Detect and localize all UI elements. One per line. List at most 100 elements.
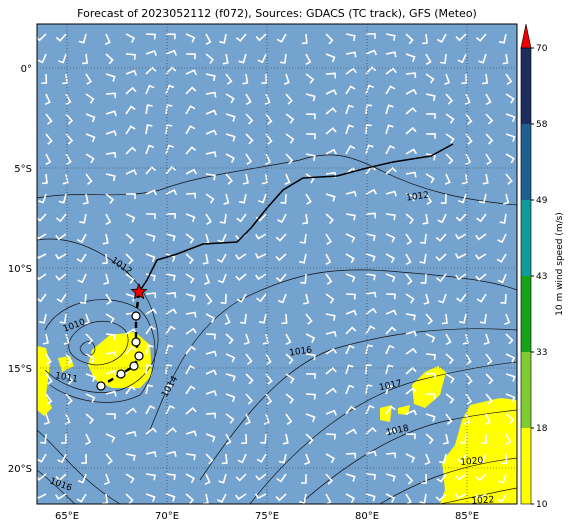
barb [104, 473, 111, 485]
barb [225, 113, 236, 122]
barb [365, 212, 377, 219]
barb [345, 51, 357, 58]
barb [405, 433, 416, 440]
barb [505, 413, 515, 424]
barb [105, 293, 113, 305]
barb [504, 313, 511, 325]
barb [242, 173, 249, 185]
barb [204, 273, 211, 285]
barb [325, 330, 337, 337]
colorbar-segment [521, 48, 531, 124]
barb [435, 493, 447, 502]
barb [105, 413, 116, 420]
barb [435, 253, 447, 262]
barb [265, 393, 273, 405]
barb [185, 406, 197, 415]
barb [55, 493, 67, 500]
barb [475, 233, 487, 241]
barb [482, 173, 489, 185]
isobar-label: 1016 [289, 345, 313, 358]
barb [125, 213, 136, 223]
barb [225, 173, 234, 185]
barb [505, 133, 516, 142]
barb [458, 193, 467, 204]
barb [105, 92, 117, 99]
isobar-label: 1022 [471, 495, 495, 507]
barb [81, 453, 88, 464]
barb [245, 133, 254, 145]
barb [445, 333, 452, 345]
barb [302, 213, 309, 225]
wind-barbs [34, 33, 516, 506]
barb [385, 144, 395, 155]
barb [425, 113, 436, 119]
barb [145, 292, 157, 299]
barb [325, 107, 337, 115]
barb [165, 49, 177, 56]
barb [325, 273, 333, 285]
barb [305, 373, 316, 379]
barb [325, 89, 338, 95]
barb [325, 409, 337, 416]
barb [145, 308, 157, 315]
barb [325, 433, 336, 440]
barb [345, 233, 356, 243]
barb [235, 33, 247, 43]
barb [455, 33, 467, 42]
barb [455, 233, 467, 240]
barb [285, 373, 295, 384]
barb [484, 413, 491, 426]
barb [205, 109, 217, 116]
barb [225, 73, 233, 85]
barb [345, 104, 354, 115]
barb [345, 326, 357, 335]
barb [365, 291, 377, 298]
barb [497, 273, 507, 284]
barb [238, 53, 247, 64]
past-position [131, 311, 141, 321]
barb [325, 453, 335, 464]
barb [422, 213, 429, 225]
barb [225, 153, 235, 163]
barb [216, 253, 227, 263]
barb [385, 364, 394, 375]
barb [105, 173, 116, 182]
barb [185, 453, 196, 461]
barb [185, 146, 197, 155]
barb [465, 153, 472, 166]
barb [165, 404, 175, 415]
barb [205, 173, 216, 181]
barb [498, 33, 507, 44]
barb [460, 433, 467, 444]
barb [225, 353, 236, 363]
barb [145, 364, 153, 375]
barb [422, 33, 428, 45]
barb [425, 393, 436, 400]
barb [475, 253, 487, 260]
barb [45, 353, 52, 365]
barb [444, 173, 451, 185]
barb [105, 213, 112, 226]
barb [165, 493, 176, 502]
barb [385, 344, 395, 355]
barb [205, 369, 217, 376]
barb [283, 73, 290, 85]
barb [238, 193, 247, 204]
barb [465, 353, 472, 365]
barb [255, 273, 267, 281]
barb [405, 171, 417, 178]
barb [497, 233, 507, 244]
barb [440, 53, 447, 64]
barb [405, 493, 412, 505]
x-tick-label: 75°E [255, 511, 279, 522]
barb [45, 393, 53, 405]
barb [165, 66, 177, 75]
barb [255, 33, 267, 42]
barb [365, 493, 376, 502]
barb [235, 253, 247, 261]
barb [275, 233, 287, 242]
barb [305, 413, 316, 423]
barb [365, 426, 377, 435]
barb [185, 273, 195, 284]
barb [500, 293, 507, 304]
